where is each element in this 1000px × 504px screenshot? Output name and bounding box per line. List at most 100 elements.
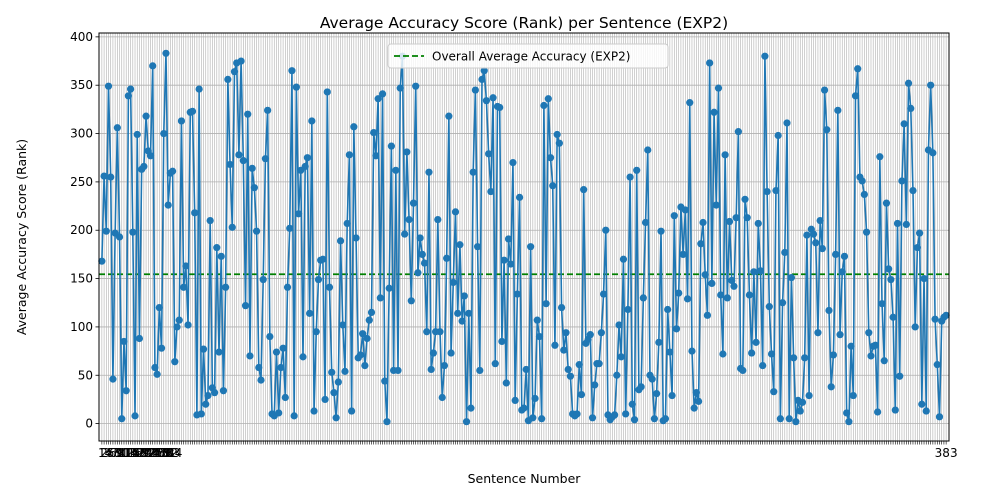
x-tick-label: 5 [107,446,115,460]
data-point [107,173,115,181]
data-point [215,348,223,356]
data-point [732,214,740,222]
data-point [575,361,583,369]
y-tick-label: 250 [70,175,93,189]
data-point [299,353,307,361]
data-point [626,173,634,181]
data-point [577,390,586,399]
x-tick-label: 30 [158,446,173,460]
data-point [681,206,689,214]
data-point [918,400,926,408]
data-point [664,305,672,314]
x-tick-label: 7 [111,446,119,460]
x-tick-label: 4 [105,446,113,460]
data-point [438,393,446,402]
x-tick-label: 12 [119,446,134,460]
data-point [834,106,842,114]
y-tick-label: 200 [70,223,93,237]
data-point [367,308,376,317]
data-point [823,126,831,134]
data-point [264,106,272,114]
data-point [135,334,144,343]
data-point [653,390,661,398]
data-point [429,349,437,357]
data-point [445,112,453,120]
data-point [798,398,807,406]
data-point [748,349,756,357]
data-point [754,219,762,228]
data-point [482,97,491,105]
data-point [476,366,484,375]
data-point [175,316,183,324]
data-point [272,348,281,356]
data-point [661,415,670,423]
data-point [279,344,287,352]
data-point [217,252,225,260]
data-point [679,250,687,259]
x-tick-label: 3 [102,446,110,460]
y-tick-label: 50 [78,368,93,382]
x-tick-label: 18 [132,446,147,460]
data-point [628,400,636,408]
data-point [191,209,199,217]
x-tick-label: 383 [935,446,958,460]
data-point [447,349,455,357]
data-point [929,149,937,157]
data-point [838,268,846,276]
data-point [745,291,754,299]
data-point [717,291,725,299]
data-point [920,274,928,283]
data-point [504,235,513,243]
x-tick-label: 13 [121,446,136,460]
data-point [356,351,365,359]
data-point [752,338,760,346]
data-point [151,363,159,372]
data-point [146,152,155,160]
data-point [157,344,166,352]
data-point [854,65,862,73]
data-point [916,229,924,237]
data-point [551,341,559,349]
data-point [188,107,197,115]
data-point [343,219,351,228]
data-point [728,276,736,285]
data-point [586,331,594,339]
x-tick-label: 33 [165,446,180,460]
data-point [942,311,950,319]
data-point [131,412,139,420]
data-point [564,365,572,374]
data-point [471,86,479,94]
tick-layer: 0501001502002503003504001234567891011121… [70,30,957,460]
data-point [235,151,243,159]
data-point [699,218,707,227]
y-tick-label: 100 [70,320,93,334]
data-point [168,167,177,175]
data-point [533,316,541,324]
data-point [617,353,625,361]
data-point [491,360,499,368]
x-tick-label: 32 [163,446,178,460]
data-point [546,154,555,162]
x-tick-label: 21 [138,446,153,460]
data-point [591,381,599,389]
data-point [312,328,320,336]
data-point [893,219,902,228]
x-tick-label: 20 [136,446,151,460]
data-point [767,350,776,358]
data-point [140,162,148,171]
data-point [792,418,800,426]
data-point [874,408,882,416]
x-tick-label: 25 [147,446,162,460]
data-point [907,104,915,113]
data-point [122,387,130,395]
data-point [416,234,424,242]
data-point [809,230,818,238]
data-point [902,220,910,229]
data-point [378,90,387,98]
data-point [774,131,782,140]
x-tick-label: 23 [143,446,158,460]
data-point [142,112,150,120]
data-point [836,331,844,339]
data-point [730,282,738,290]
x-tick-label: 28 [154,446,169,460]
